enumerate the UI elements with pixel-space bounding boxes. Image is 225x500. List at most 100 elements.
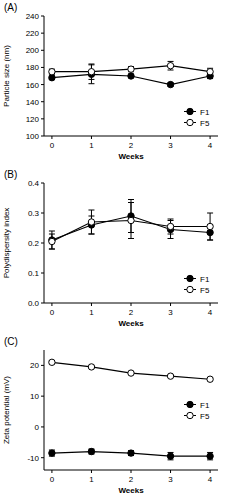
x-tick — [170, 136, 171, 139]
y-tick-label: 0.4 — [28, 179, 40, 188]
panel-title: (B) — [4, 169, 17, 180]
x-tick — [91, 470, 92, 473]
data-point — [207, 453, 213, 459]
data-point — [128, 370, 134, 376]
y-axis — [44, 350, 45, 470]
y-axis-label: Polydispersity index — [2, 208, 11, 279]
x-tick-label: 1 — [89, 475, 94, 484]
error-bar — [207, 68, 213, 75]
y-tick-label: 120 — [26, 115, 40, 124]
x-tick — [51, 303, 52, 306]
x-tick-label: 2 — [129, 308, 134, 317]
error-bar — [88, 449, 94, 454]
y-tick — [41, 457, 44, 458]
series-line — [52, 66, 210, 72]
y-axis — [44, 16, 45, 136]
panel: (B)Polydispersity index0.00.10.20.30.401… — [2, 169, 218, 328]
y-tick-label: 220 — [26, 29, 40, 38]
figure: (A)Particle size (nm)1001201401601802002… — [0, 0, 225, 500]
x-tick — [210, 303, 211, 306]
error-bar — [88, 65, 94, 84]
legend-marker — [187, 286, 193, 292]
error-bar — [128, 203, 134, 239]
data-point — [207, 223, 213, 229]
data-point — [167, 223, 173, 229]
data-point — [49, 450, 55, 456]
y-tick — [41, 33, 44, 34]
data-point — [88, 219, 94, 225]
legend-label: F1 — [200, 275, 210, 284]
data-point — [49, 69, 55, 75]
y-tick-label: 140 — [26, 98, 40, 107]
x-tick-label: 0 — [50, 475, 55, 484]
x-tick — [131, 470, 132, 473]
data-point — [167, 453, 173, 459]
data-point — [49, 238, 55, 244]
error-bar — [207, 213, 213, 240]
legend-label: F5 — [200, 412, 210, 421]
y-tick-label: 0.1 — [28, 269, 40, 278]
data-point — [207, 376, 213, 382]
x-tick — [131, 303, 132, 306]
y-tick — [41, 118, 44, 119]
x-tick — [91, 136, 92, 139]
plot-area — [49, 359, 214, 460]
y-tick-label: 180 — [26, 63, 40, 72]
y-tick — [41, 67, 44, 68]
legend-label: F1 — [200, 401, 210, 410]
y-tick-label: 0.2 — [28, 239, 40, 248]
legend-marker — [187, 275, 193, 281]
x-tick-label: 1 — [89, 308, 94, 317]
y-tick-label: 100 — [26, 132, 40, 141]
data-point — [49, 75, 55, 81]
error-bar — [168, 221, 174, 239]
data-point — [167, 373, 173, 379]
y-tick — [41, 365, 44, 366]
error-bar — [49, 234, 55, 249]
panel-title: (C) — [4, 336, 18, 347]
x-tick — [131, 136, 132, 139]
x-axis-label: Weeks — [118, 319, 144, 328]
x-tick — [91, 303, 92, 306]
legend: F1F5 — [184, 401, 210, 421]
x-tick — [210, 136, 211, 139]
y-tick — [41, 183, 44, 184]
legend: F1F5 — [184, 275, 210, 295]
data-point — [128, 66, 134, 72]
y-tick-label: 160 — [26, 81, 40, 90]
error-bar — [49, 450, 55, 456]
data-point — [128, 73, 134, 79]
data-point — [128, 217, 134, 223]
y-axis-label: Zeta potential (mV) — [2, 376, 11, 444]
y-tick-label: 200 — [26, 46, 40, 55]
y-axis-label: Particle size (nm) — [2, 45, 11, 107]
x-tick-label: 1 — [89, 141, 94, 150]
error-bar — [49, 69, 55, 74]
panel: (C)Zeta potential (mV)-100102001234Weeks… — [2, 336, 218, 495]
error-bar — [168, 219, 174, 234]
y-tick — [41, 273, 44, 274]
x-tick — [170, 470, 171, 473]
legend-marker — [187, 401, 193, 407]
y-tick — [41, 136, 44, 137]
y-tick — [41, 101, 44, 102]
data-point — [167, 63, 173, 69]
x-tick — [51, 470, 52, 473]
y-tick-label: -10 — [27, 454, 39, 463]
y-tick — [41, 396, 44, 397]
error-bar — [207, 452, 213, 459]
x-axis-label: Weeks — [118, 152, 144, 161]
plot-area — [49, 200, 214, 250]
y-tick-label: 0.3 — [28, 209, 40, 218]
x-axis-label: Weeks — [118, 486, 144, 495]
error-bar — [88, 64, 94, 79]
error-bar — [128, 67, 134, 72]
error-bar — [168, 61, 174, 70]
panel: (A)Particle size (nm)1001201401601802002… — [2, 2, 218, 161]
y-tick-label: 0 — [35, 423, 40, 432]
x-tick-label: 2 — [129, 475, 134, 484]
legend-marker — [187, 119, 193, 125]
error-bar — [168, 452, 174, 459]
x-tick-label: 3 — [168, 475, 173, 484]
y-tick — [41, 50, 44, 51]
